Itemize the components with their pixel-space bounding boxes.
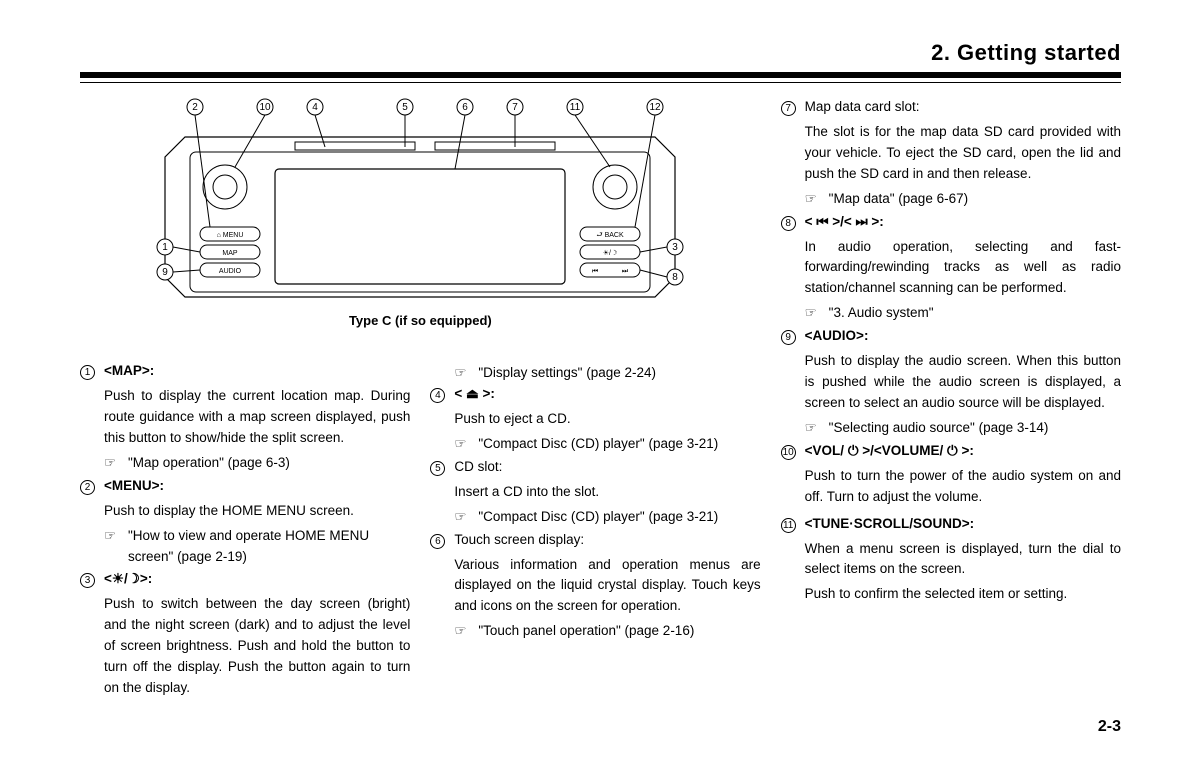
body-day-night: Push to switch between the day screen (b… (104, 594, 410, 699)
body-cd-slot: Insert a CD into the slot. (454, 482, 760, 503)
item-touch-screen: 6 Touch screen display: Various informat… (430, 530, 760, 643)
marker-11: 11 (781, 518, 796, 533)
ref-icon: ☞ (805, 418, 829, 439)
item-audio: 9 <AUDIO>: Push to display the audio scr… (781, 326, 1121, 439)
body-vol: Push to turn the power of the audio syst… (805, 466, 1121, 508)
heading-vol: <VOL/ ⏻ >/<VOLUME/ ⏻ >: (805, 441, 1121, 462)
body-map-slot: The slot is for the map data SD card pro… (805, 122, 1121, 185)
ref-touch-screen: "Touch panel operation" (page 2-16) (478, 621, 760, 642)
ref-audio: "Selecting audio source" (page 3-14) (829, 418, 1121, 439)
marker-6: 6 (430, 534, 445, 549)
marker-8: 8 (781, 216, 796, 231)
item-menu: 2 <MENU>: Push to display the HOME MENU … (80, 476, 410, 568)
marker-1: 1 (80, 365, 95, 380)
ref-icon: ☞ (104, 453, 128, 474)
svg-text:⮐ BACK: ⮐ BACK (597, 232, 625, 239)
svg-text:1: 1 (163, 242, 169, 253)
body-menu: Push to display the HOME MENU screen. (104, 501, 410, 522)
item-tune: 11 <TUNE·SCROLL/SOUND>: When a menu scre… (781, 514, 1121, 610)
ref-cd-slot: "Compact Disc (CD) player" (page 3-21) (478, 507, 760, 528)
svg-text:⌂ MENU: ⌂ MENU (217, 232, 244, 239)
ref-icon: ☞ (104, 526, 128, 568)
item-day-night: 3 <☀/☽>: Push to switch between the day … (80, 569, 410, 703)
divider-thick (80, 72, 1121, 78)
marker-10: 10 (781, 445, 796, 460)
svg-text:2: 2 (193, 102, 199, 113)
heading-map-slot: Map data card slot: (805, 97, 1121, 118)
svg-text:MAP: MAP (223, 250, 239, 257)
body-map: Push to display the current location map… (104, 386, 410, 449)
svg-text:☀/☽: ☀/☽ (603, 249, 618, 257)
ref-icon: ☞ (805, 189, 829, 210)
marker-9: 9 (781, 330, 796, 345)
ref-map-slot: "Map data" (page 6-67) (829, 189, 1121, 210)
svg-text:3: 3 (673, 242, 679, 253)
item-eject: 4 < ⏏ >: Push to eject a CD. ☞"Compact D… (430, 384, 760, 455)
heading-touch-screen: Touch screen display: (454, 530, 760, 551)
body-seek: In audio operation, selecting and fast-f… (805, 237, 1121, 300)
heading-audio: <AUDIO>: (805, 326, 1121, 347)
item-map-slot: 7 Map data card slot: The slot is for th… (781, 97, 1121, 210)
chapter-title: 2. Getting started (80, 40, 1121, 66)
ref-seek: "3. Audio system" (829, 303, 1121, 324)
svg-text:4: 4 (313, 102, 319, 113)
svg-text:7: 7 (513, 102, 519, 113)
figure-caption: Type C (if so equipped) (80, 311, 761, 331)
svg-text:6: 6 (463, 102, 469, 113)
svg-text:AUDIO: AUDIO (219, 268, 242, 275)
ref-menu: "How to view and operate HOME MENU scree… (128, 526, 410, 568)
ref-icon: ☞ (454, 434, 478, 455)
ref-icon: ☞ (454, 621, 478, 642)
marker-3: 3 (80, 573, 95, 588)
item-cd-slot: 5 CD slot: Insert a CD into the slot. ☞"… (430, 457, 760, 528)
page-number: 2-3 (1098, 718, 1121, 736)
item-map: 1 <MAP>: Push to display the current loc… (80, 361, 410, 474)
divider-thin (80, 82, 1121, 83)
body-eject: Push to eject a CD. (454, 409, 760, 430)
body-audio: Push to display the audio screen. When t… (805, 351, 1121, 414)
item-vol: 10 <VOL/ ⏻ >/<VOLUME/ ⏻ >: Push to turn … (781, 441, 1121, 512)
ref-display: "Display settings" (page 2-24) (478, 363, 760, 384)
svg-text:12: 12 (650, 102, 662, 113)
heading-seek: < ⏮ >/< ⏭ >: (805, 212, 1121, 233)
body-tune-2: Push to confirm the selected item or set… (805, 584, 1121, 605)
ref-eject: "Compact Disc (CD) player" (page 3-21) (478, 434, 760, 455)
heading-menu: <MENU>: (104, 476, 410, 497)
svg-text:9: 9 (163, 267, 169, 278)
marker-5: 5 (430, 461, 445, 476)
svg-text:10: 10 (260, 102, 272, 113)
svg-text:11: 11 (570, 102, 581, 113)
heading-eject: < ⏏ >: (454, 384, 760, 405)
marker-7: 7 (781, 101, 796, 116)
heading-cd-slot: CD slot: (454, 457, 760, 478)
svg-text:⏭: ⏭ (622, 268, 629, 275)
heading-day-night: <☀/☽>: (104, 569, 410, 590)
heading-map: <MAP>: (104, 361, 410, 382)
svg-text:8: 8 (673, 272, 679, 283)
body-touch-screen: Various information and operation menus … (454, 555, 760, 618)
body-tune-1: When a menu screen is displayed, turn th… (805, 539, 1121, 581)
ref-icon: ☞ (805, 303, 829, 324)
ref-map: "Map operation" (page 6-3) (128, 453, 410, 474)
heading-tune: <TUNE·SCROLL/SOUND>: (805, 514, 1121, 535)
marker-4: 4 (430, 388, 445, 403)
svg-text:⏮: ⏮ (592, 268, 598, 275)
svg-text:5: 5 (403, 102, 409, 113)
marker-2: 2 (80, 480, 95, 495)
ref-icon: ☞ (454, 363, 478, 384)
ref-icon: ☞ (454, 507, 478, 528)
control-panel-diagram: ⌂ MENU MAP AUDIO ⮐ BACK ☀/☽ ⏮ ⏭ 2 (155, 97, 685, 307)
item-seek: 8 < ⏮ >/< ⏭ >: In audio operation, selec… (781, 212, 1121, 325)
